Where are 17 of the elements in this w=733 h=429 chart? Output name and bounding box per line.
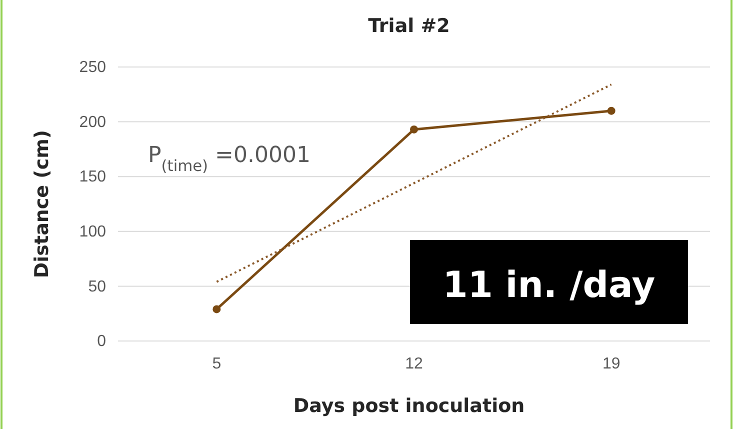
y-axis-title: Distance (cm) [31,130,53,278]
chart-title: Trial #2 [368,15,450,37]
y-tick-label: 100 [79,224,106,241]
y-tick-label: 150 [79,168,106,186]
x-tick-label: 19 [602,355,620,372]
y-tick-label: 200 [79,114,106,131]
y-tick-label: 0 [97,333,106,350]
annotation: P$_{(time)}$ =0.0001 [148,143,310,175]
x-tick-label: 5 [212,355,222,372]
y-tick-label: 50 [88,278,106,296]
point [607,106,616,115]
point [410,125,418,134]
x-axis-title: Days post inoculation [293,395,525,417]
x-tick-label: 12 [405,355,423,372]
annotation: 11 in. /day [442,265,656,306]
point [212,305,221,314]
y-tick-label: 250 [79,59,106,76]
